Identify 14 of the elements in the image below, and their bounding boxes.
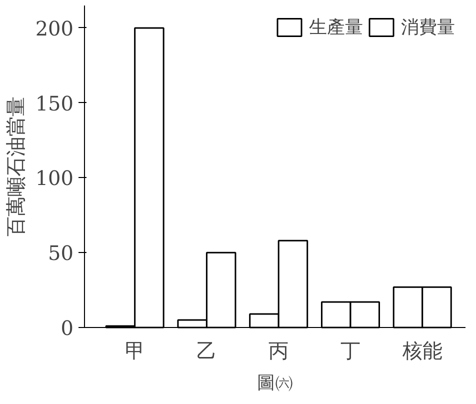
- legend-label: 消費量: [401, 16, 455, 39]
- x-tick-label: 乙: [196, 338, 217, 362]
- y-tick-label: 50: [48, 241, 74, 266]
- y-axis-title: 百萬噸石油當量: [3, 96, 28, 236]
- x-tick-label: 丙: [268, 338, 289, 362]
- text: 圖㈥: [257, 372, 293, 394]
- y-tick-label: 100: [35, 166, 74, 190]
- y-tick-label: 200: [35, 16, 74, 40]
- x-tick-label: 丁: [340, 338, 360, 362]
- y-tick-label: 150: [35, 91, 74, 116]
- legend-label: 生產量: [309, 16, 363, 39]
- x-tick-label: 甲: [124, 338, 145, 362]
- x-tick-label: 核能: [401, 338, 442, 362]
- y-tick-label: 0: [60, 316, 74, 340]
